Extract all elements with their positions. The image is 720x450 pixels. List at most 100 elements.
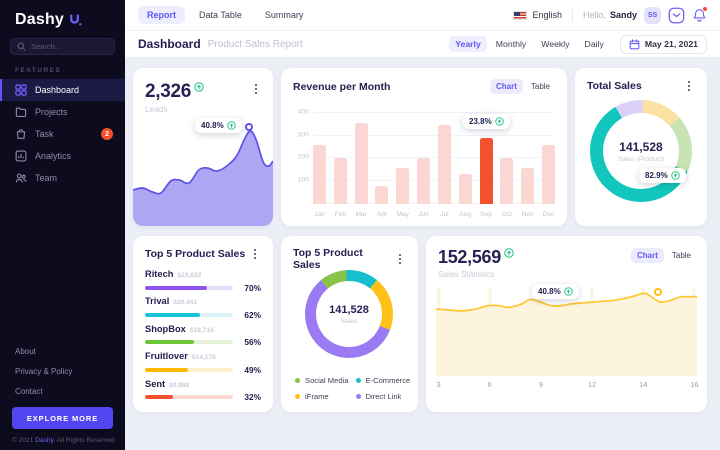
bar-dec[interactable] <box>541 144 555 204</box>
bar-sep[interactable] <box>479 137 493 204</box>
sales-statistics-value: 152,569 <box>438 248 514 266</box>
product-amount: $9,988 <box>169 381 190 389</box>
filter-yearly[interactable]: Yearly <box>449 36 487 52</box>
bar-feb[interactable] <box>333 158 347 204</box>
bar-jul[interactable] <box>437 125 451 204</box>
top5-sales-value: 141,528 <box>329 303 369 316</box>
logo-text: Dashy <box>15 11 65 28</box>
product-bar[interactable] <box>145 367 233 372</box>
y-tick-label: 300 <box>297 131 309 139</box>
notifications-button[interactable] <box>692 5 708 23</box>
y-tick-label: 100 <box>297 176 309 184</box>
x-tick-label: 9 <box>538 380 543 389</box>
bar-aug[interactable] <box>458 174 472 204</box>
product-amount: $18,715 <box>189 326 214 334</box>
legend-social-media: Social Media <box>295 376 354 385</box>
product-bar[interactable] <box>145 340 233 345</box>
page-title: Dashboard <box>138 37 201 51</box>
topbar: Report Data Table Summary English Hello,… <box>125 0 720 30</box>
sidebar-item-label: Team <box>35 173 58 183</box>
bar-jan[interactable] <box>313 144 326 204</box>
top5-donut-chart[interactable]: 141,528 Sales <box>305 270 393 358</box>
product-amount: $14,178 <box>191 354 216 362</box>
link-contact[interactable]: Contact <box>15 387 43 396</box>
product-bar[interactable] <box>145 312 233 317</box>
kebab-menu[interactable] <box>682 79 696 93</box>
top5-product-sales-donut-card: Top 5 Product Sales 141,528 Sales Social… <box>281 236 418 412</box>
total-sales-card: Total Sales 141,528 Sales (Product) 82.9… <box>575 68 707 226</box>
link-privacy-policy[interactable]: Privacy & Policy <box>15 367 73 376</box>
chart-table-toggle: Chart Table <box>630 248 697 263</box>
bar-oct[interactable] <box>500 158 514 204</box>
chart-table-toggle: Chart Table <box>489 79 556 94</box>
search-icon <box>17 42 26 51</box>
filter-daily[interactable]: Daily <box>584 39 604 49</box>
filter-weekly[interactable]: Weekly <box>541 39 570 49</box>
notification-dot <box>702 5 708 12</box>
kebab-menu[interactable] <box>393 252 407 266</box>
product-bar[interactable] <box>145 285 233 290</box>
sidebar-item-label: Projects <box>35 107 68 117</box>
sidebar: Dashy FEATURES Dashboard Projects <box>0 0 125 450</box>
sidebar-item-dashboard[interactable]: Dashboard <box>0 79 125 101</box>
chart-point-marker <box>654 288 663 296</box>
messages-button[interactable] <box>668 7 685 24</box>
toggle-table[interactable]: Table <box>671 251 691 260</box>
toggle-table[interactable]: Table <box>530 82 550 91</box>
leads-value: 2,326 <box>145 82 204 101</box>
date-picker[interactable]: May 21, 2021 <box>619 34 707 54</box>
search-input[interactable] <box>31 42 108 51</box>
x-tick-label: 14 <box>639 380 648 389</box>
leads-area-chart[interactable] <box>133 126 273 226</box>
greeting-text: Hello, <box>582 10 606 20</box>
toggle-chart[interactable]: Chart <box>489 79 523 94</box>
sidebar-item-label: Dashboard <box>35 85 80 95</box>
bar-jun[interactable] <box>417 158 431 204</box>
kebab-menu[interactable] <box>248 247 262 261</box>
sidebar-item-projects[interactable]: Projects <box>0 101 125 123</box>
product-percent: 70% <box>244 282 261 293</box>
leads-card: 2,326 Leads 40.8% <box>133 68 273 226</box>
x-tick-label: Jul <box>440 211 449 218</box>
bar-apr[interactable] <box>375 185 389 204</box>
bar-may[interactable] <box>396 167 410 204</box>
bar-mar[interactable] <box>354 123 368 204</box>
explore-more-button[interactable]: EXPLORE MORE <box>12 407 113 429</box>
x-tick-label: 3 <box>436 380 441 389</box>
filter-monthly[interactable]: Monthly <box>495 39 527 49</box>
kebab-menu[interactable] <box>249 82 263 96</box>
sidebar-item-analytics[interactable]: Analytics <box>0 145 125 167</box>
sales-line-chart[interactable] <box>436 288 697 376</box>
link-about[interactable]: About <box>15 347 36 356</box>
trend-up-icon <box>670 171 680 180</box>
baseline <box>313 203 555 204</box>
bar-nov[interactable] <box>521 167 535 204</box>
task-count-badge: 2 <box>101 128 113 140</box>
language-selector[interactable]: English <box>513 10 562 20</box>
toggle-chart[interactable]: Chart <box>630 248 664 263</box>
x-axis-labels: 3 6 9 12 14 16 <box>436 380 699 390</box>
total-sales-value: 141,528 <box>619 139 663 154</box>
tab-summary[interactable]: Summary <box>264 10 304 20</box>
product-bar[interactable] <box>145 395 233 399</box>
y-tick-label: 200 <box>297 153 309 161</box>
sales-statistics-label: Sales Statistics <box>438 269 495 279</box>
tab-data-table[interactable]: Data Table <box>199 10 242 20</box>
x-tick-label: Feb <box>334 211 346 218</box>
product-row: ShopBox $18,715 56% <box>145 324 261 347</box>
dashboard-content: 2,326 Leads 40.8% <box>133 68 707 412</box>
legend-e-commerce: E-Commerce <box>355 376 415 385</box>
tab-report[interactable]: Report <box>138 6 185 24</box>
x-tick-label: 12 <box>588 380 597 389</box>
sidebar-item-task[interactable]: Task 2 <box>0 123 125 145</box>
trend-up-icon <box>494 117 504 126</box>
copyright: © 2021 Dashy. All Rights Reserved <box>12 437 115 444</box>
total-sales-donut-chart[interactable]: 141,528 Sales (Product) <box>590 100 692 202</box>
date-value: May 21, 2021 <box>644 39 698 49</box>
revenue-bar-chart[interactable]: 100 200 300 400 Jan Feb Mar Apr May Jun Jul Aug Sep… <box>293 106 555 218</box>
avatar[interactable]: SS <box>644 6 661 24</box>
x-tick-label: Nov <box>521 211 534 218</box>
sidebar-item-team[interactable]: Team <box>0 167 125 189</box>
sidebar-item-label: Analytics <box>35 151 72 161</box>
legend-direct-link: Direct Link <box>355 392 415 401</box>
